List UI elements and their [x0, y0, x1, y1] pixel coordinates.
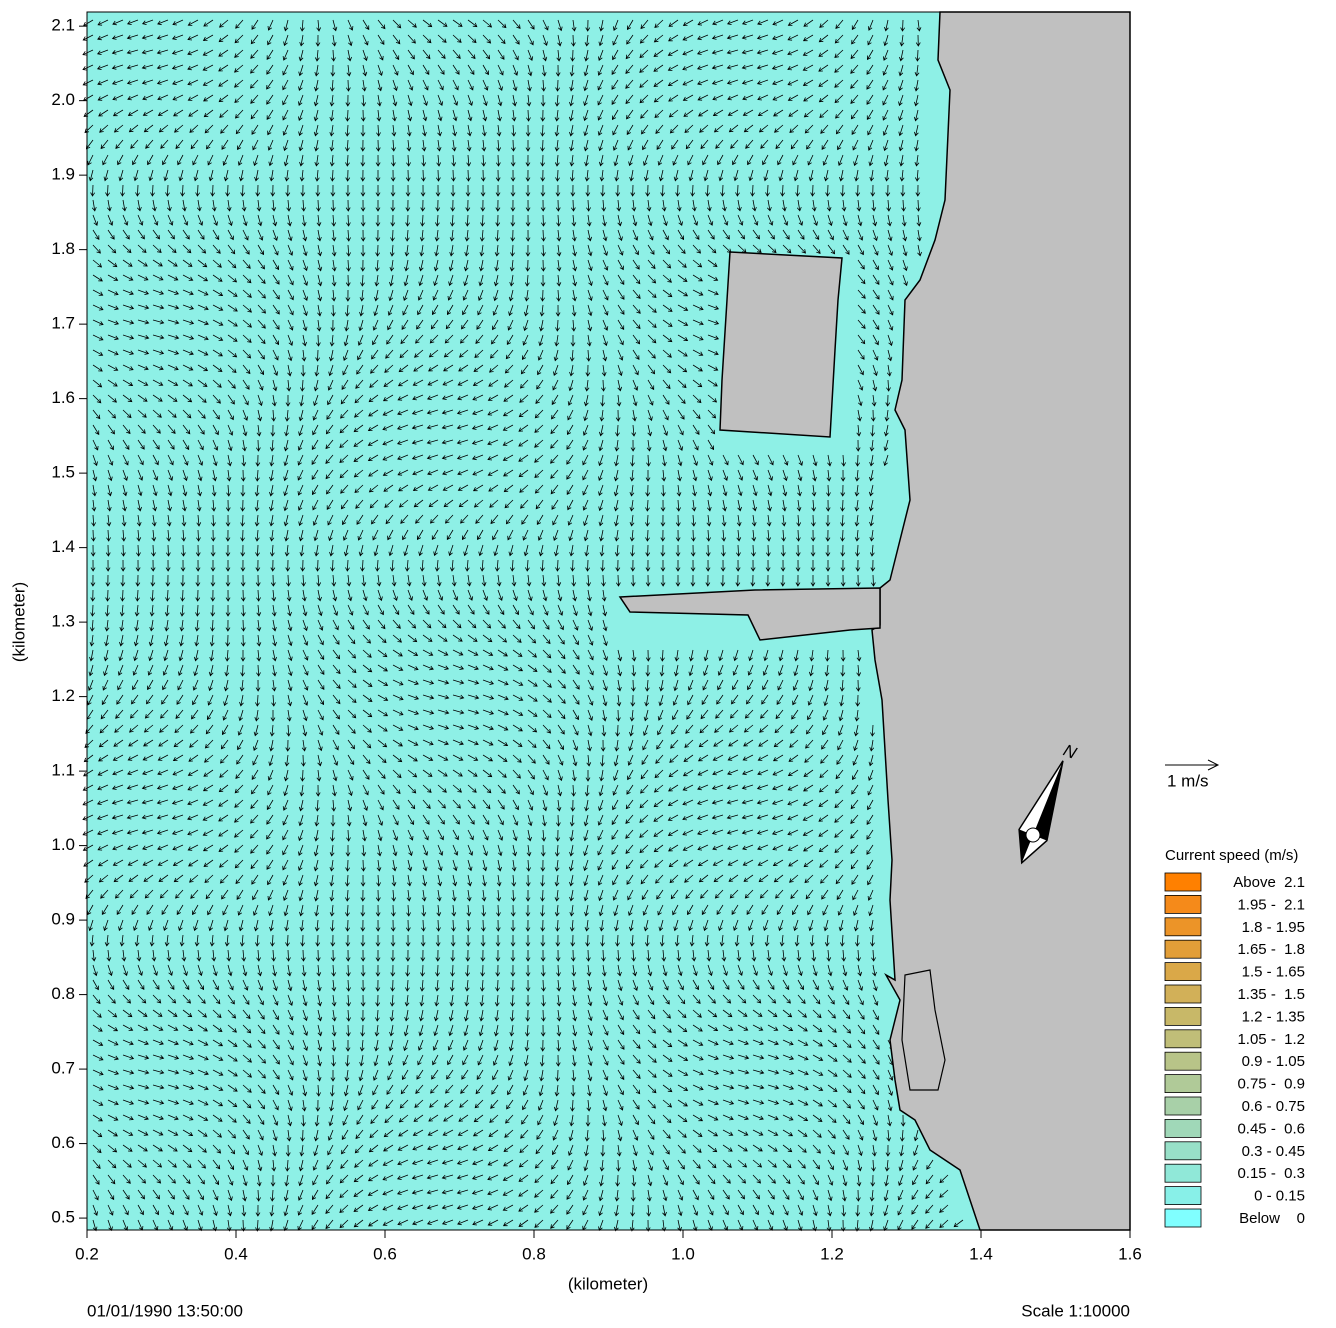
- legend-swatch: [1165, 985, 1201, 1003]
- legend-swatch: [1165, 1075, 1201, 1093]
- legend-title: Current speed (m/s): [1165, 847, 1298, 864]
- scale-arrow: 1 m/s: [1165, 760, 1218, 790]
- legend-swatch: [1165, 1030, 1201, 1048]
- timestamp: 01/01/1990 13:50:00: [87, 1301, 243, 1320]
- legend-swatch: [1165, 1007, 1201, 1025]
- legend-label: 0.75 - 0.9: [1237, 1076, 1305, 1093]
- y-tick-label: 2.0: [51, 90, 75, 109]
- x-tick-label: 0.2: [75, 1244, 99, 1263]
- legend-label: 0.9 - 1.05: [1242, 1053, 1305, 1070]
- legend-swatch: [1165, 1209, 1201, 1227]
- legend-label: 1.65 - 1.8: [1237, 941, 1305, 958]
- chart: (kilometer) (kilometer) 01/01/1990 13:50…: [0, 0, 1336, 1328]
- legend-swatch: [1165, 940, 1201, 958]
- legend-label: 0.3 - 0.45: [1242, 1143, 1305, 1160]
- legend-label: 1.8 - 1.95: [1242, 919, 1305, 936]
- y-tick-label: 1.5: [51, 463, 75, 482]
- legend-label: 1.95 - 2.1: [1237, 896, 1305, 913]
- island: [720, 252, 842, 437]
- y-tick-label: 1.0: [51, 835, 75, 854]
- legend-label: Below 0: [1239, 1210, 1305, 1227]
- y-tick-label: 1.7: [51, 314, 75, 333]
- scale-arrow-label: 1 m/s: [1167, 771, 1209, 790]
- y-tick-label: 1.1: [51, 761, 75, 780]
- legend-swatch: [1165, 918, 1201, 936]
- legend-swatch: [1165, 963, 1201, 981]
- legend-label: 0.15 - 0.3: [1237, 1165, 1305, 1182]
- legend-swatch: [1165, 1052, 1201, 1070]
- legend-swatch: [1165, 1187, 1201, 1205]
- x-tick-label: 0.6: [373, 1244, 397, 1263]
- y-tick-label: 0.8: [51, 984, 75, 1003]
- legend-label: 1.2 - 1.35: [1242, 1008, 1305, 1025]
- x-tick-label: 1.2: [820, 1244, 844, 1263]
- legend-label: Above 2.1: [1233, 874, 1305, 891]
- legend-label: 1.05 - 1.2: [1237, 1031, 1305, 1048]
- y-tick-label: 1.2: [51, 686, 75, 705]
- y-axis-label: (kilometer): [9, 582, 28, 662]
- scale-text: Scale 1:10000: [1021, 1301, 1130, 1320]
- x-axis-label: (kilometer): [568, 1274, 648, 1293]
- x-tick-label: 1.0: [671, 1244, 695, 1263]
- legend-label: 0 - 0.15: [1254, 1188, 1305, 1205]
- y-tick-label: 0.7: [51, 1059, 75, 1078]
- legend-label: 0.6 - 0.75: [1242, 1098, 1305, 1115]
- legend-swatch: [1165, 1097, 1201, 1115]
- x-tick-label: 1.6: [1118, 1244, 1142, 1263]
- legend-label: 1.5 - 1.65: [1242, 964, 1305, 981]
- x-tick-label: 0.8: [522, 1244, 546, 1263]
- y-tick-label: 0.6: [51, 1133, 75, 1152]
- y-tick-label: 0.5: [51, 1208, 75, 1227]
- legend-label: 0.45 - 0.6: [1237, 1120, 1305, 1137]
- y-tick-label: 0.9: [51, 910, 75, 929]
- legend: Current speed (m/s) Above 2.1 1.95 - 2.1 1…: [1165, 847, 1305, 1227]
- legend-swatch: [1165, 1119, 1201, 1137]
- y-tick-label: 1.6: [51, 388, 75, 407]
- x-tick-label: 0.4: [224, 1244, 248, 1263]
- y-tick-label: 1.8: [51, 239, 75, 258]
- y-tick-label: 1.9: [51, 165, 75, 184]
- legend-swatch: [1165, 873, 1201, 891]
- legend-swatch: [1165, 1164, 1201, 1182]
- y-tick-label: 1.4: [51, 537, 75, 556]
- y-tick-label: 1.3: [51, 612, 75, 631]
- legend-swatch: [1165, 1142, 1201, 1160]
- legend-swatch: [1165, 895, 1201, 913]
- legend-label: 1.35 - 1.5: [1237, 986, 1305, 1003]
- x-tick-label: 1.4: [969, 1244, 993, 1263]
- y-tick-label: 2.1: [51, 16, 75, 35]
